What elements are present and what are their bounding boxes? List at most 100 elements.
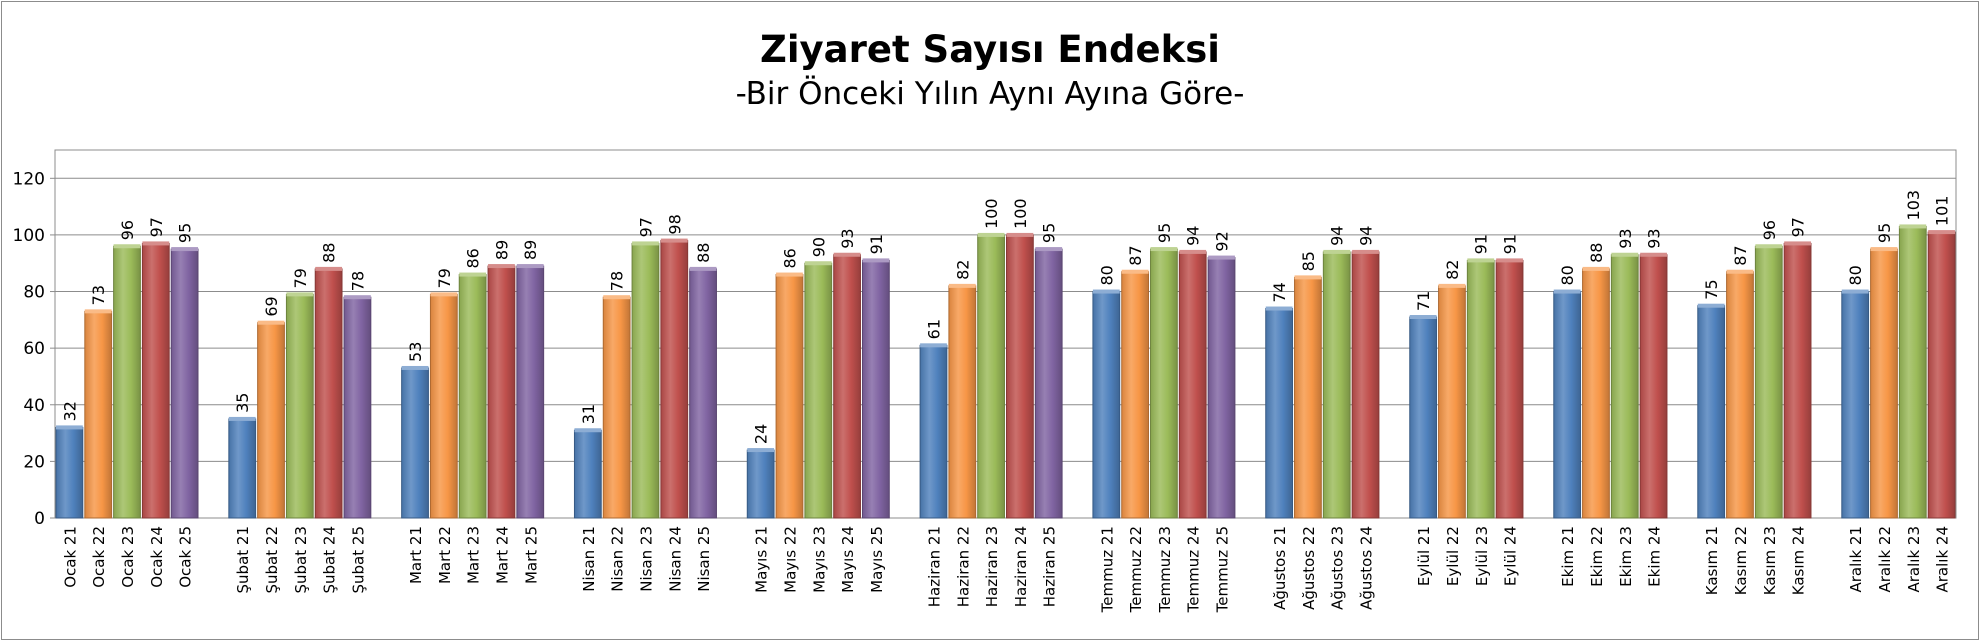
y-tick-label: 60 xyxy=(23,339,45,359)
bar xyxy=(804,262,833,519)
x-tick-label: Aralık 23 xyxy=(1905,526,1923,593)
bar-cap xyxy=(344,295,371,300)
x-tick-label: Ocak 22 xyxy=(90,526,108,588)
x-tick-label: Mart 24 xyxy=(493,526,511,584)
x-tick-label: Temmuz 23 xyxy=(1156,526,1174,613)
bar xyxy=(1898,225,1927,519)
x-tick-label: Şubat 21 xyxy=(234,526,252,593)
data-label: 85 xyxy=(1299,251,1318,271)
data-label: 91 xyxy=(1472,234,1491,254)
x-tick-label: Ekim 24 xyxy=(1646,526,1664,587)
x-tick-label: Ekim 23 xyxy=(1617,526,1635,587)
bar xyxy=(1092,291,1121,519)
bar-cap xyxy=(1784,241,1811,246)
data-label: 96 xyxy=(118,220,137,240)
bar-cap xyxy=(286,292,314,297)
bar xyxy=(1841,291,1870,519)
data-label: 103 xyxy=(1904,190,1923,221)
bar-cap xyxy=(228,416,256,421)
bar-cap xyxy=(1726,269,1754,274)
data-label: 32 xyxy=(60,401,79,421)
x-tick-label: Ağustos 22 xyxy=(1300,526,1318,610)
bar-cap xyxy=(1582,266,1610,271)
x-tick-label: Mart 22 xyxy=(436,526,454,584)
bar xyxy=(1322,251,1351,519)
data-label: 87 xyxy=(1126,245,1145,265)
data-label: 94 xyxy=(1328,226,1347,246)
bar xyxy=(55,426,84,519)
y-tick-label: 80 xyxy=(23,283,45,303)
bar-cap xyxy=(516,264,544,269)
bar-cap xyxy=(1899,224,1927,229)
bar-cap xyxy=(1438,283,1466,288)
data-label: 94 xyxy=(1357,226,1376,246)
bar xyxy=(1034,248,1063,519)
bar-cap xyxy=(574,428,602,433)
bar-cap xyxy=(459,272,487,277)
x-tick-label: Ağustos 21 xyxy=(1271,526,1289,610)
x-tick-label: Haziran 25 xyxy=(1041,526,1059,607)
bar xyxy=(1438,285,1466,519)
bar xyxy=(746,449,775,519)
x-tick-label: Nisan 24 xyxy=(666,526,684,592)
x-tick-label: Nisan 22 xyxy=(609,526,627,592)
data-label: 92 xyxy=(1213,231,1232,251)
x-tick-label: Aralık 24 xyxy=(1934,526,1952,593)
bar xyxy=(1466,259,1495,519)
bar-cap xyxy=(747,448,775,453)
bar xyxy=(487,265,516,519)
bar xyxy=(113,245,141,519)
data-label: 101 xyxy=(1933,196,1952,227)
data-label: 82 xyxy=(1443,260,1462,280)
bar-cap xyxy=(1294,275,1322,280)
data-label: 82 xyxy=(953,260,972,280)
y-tick-label: 100 xyxy=(13,226,45,246)
bar-cap xyxy=(430,292,458,297)
bar-cap xyxy=(113,244,141,249)
bar xyxy=(429,293,458,519)
bar xyxy=(919,344,948,519)
bar xyxy=(285,293,314,519)
data-label: 78 xyxy=(608,271,627,291)
bar-cap xyxy=(862,258,890,263)
bar xyxy=(1351,251,1380,519)
x-tick-label: Eylül 22 xyxy=(1444,526,1462,586)
y-tick-label: 20 xyxy=(23,452,45,472)
data-label: 73 xyxy=(89,285,108,305)
bar xyxy=(660,240,689,519)
x-tick-label: Ocak 21 xyxy=(61,526,79,588)
bar xyxy=(1870,248,1898,519)
bar xyxy=(1495,259,1524,519)
x-tick-label: Nisan 21 xyxy=(580,526,598,592)
bar-cap xyxy=(1150,247,1178,252)
y-tick-label: 120 xyxy=(13,169,45,189)
data-label: 24 xyxy=(752,424,771,444)
bar xyxy=(573,429,602,519)
x-tick-label: Eylül 23 xyxy=(1473,526,1491,586)
bar xyxy=(775,274,804,519)
data-label: 95 xyxy=(1040,223,1059,243)
bar-cap xyxy=(1870,247,1898,252)
bar xyxy=(1294,276,1322,519)
bar xyxy=(631,242,660,519)
data-label: 100 xyxy=(1011,198,1030,229)
bar xyxy=(1409,316,1438,519)
bar xyxy=(1783,242,1812,519)
bar xyxy=(1639,254,1668,519)
x-tick-label: Mayıs 23 xyxy=(810,526,828,593)
x-tick-label: Şubat 24 xyxy=(321,526,339,593)
bar-cap xyxy=(84,309,112,314)
x-tick-label: Ağustos 23 xyxy=(1329,526,1347,610)
plot-area xyxy=(54,149,1957,519)
chart-subtitle: -Bir Önceki Yılın Aynı Ayına Göre- xyxy=(735,76,1245,112)
data-label: 95 xyxy=(176,223,195,243)
bar-cap xyxy=(660,238,688,243)
data-label: 93 xyxy=(1645,228,1664,248)
x-tick-label: Şubat 23 xyxy=(292,526,310,593)
data-label: 80 xyxy=(1097,265,1116,285)
data-label: 80 xyxy=(1558,265,1577,285)
x-tick-label: Mart 23 xyxy=(465,526,483,584)
data-label: 97 xyxy=(147,217,166,237)
bar-cap xyxy=(315,266,343,271)
bar-cap xyxy=(632,241,659,246)
